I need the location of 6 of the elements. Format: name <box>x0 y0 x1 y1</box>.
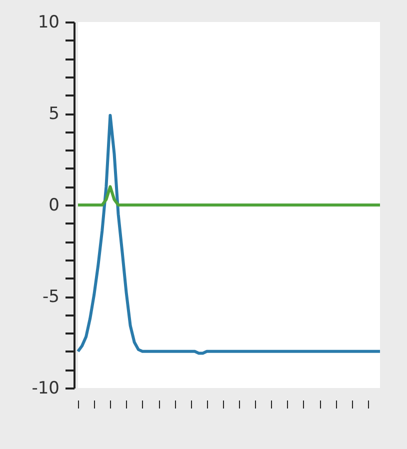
y-tick-label: -5 <box>42 287 60 307</box>
y-tick-label: 10 <box>38 12 60 32</box>
y-tick-label: 5 <box>48 104 60 124</box>
y-tick-label: 0 <box>48 196 60 216</box>
line-series <box>76 114 382 355</box>
y-tick-label: -10 <box>32 378 60 398</box>
